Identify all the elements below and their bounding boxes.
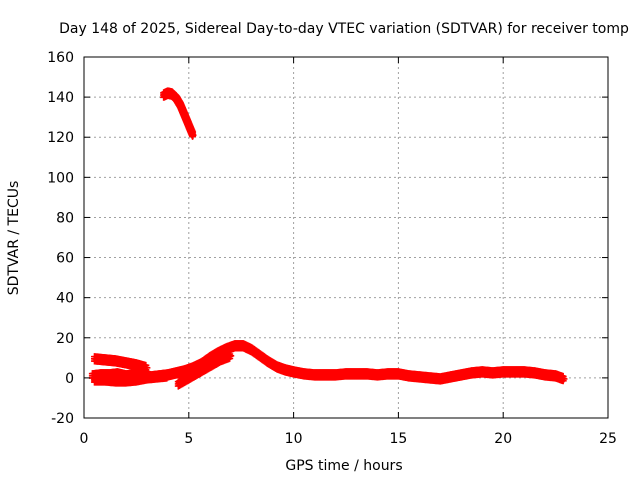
series-upper-early: [90, 353, 151, 374]
y-tick-label: 100: [47, 170, 74, 186]
y-axis-label: SDTVAR / TECUs: [6, 181, 22, 296]
chart-title: Day 148 of 2025, Sidereal Day-to-day VTE…: [59, 21, 629, 37]
x-tick-label: 15: [389, 431, 407, 447]
y-tick-label: 80: [56, 210, 74, 226]
data-point: [143, 364, 151, 372]
x-tick-label: 25: [599, 431, 617, 447]
series-lower-early: [90, 370, 172, 387]
x-tick-label: 0: [80, 431, 89, 447]
data-point: [189, 131, 197, 139]
x-tick-label: 20: [494, 431, 512, 447]
y-tick-label: 20: [56, 331, 74, 347]
y-tick-label: 120: [47, 130, 74, 146]
data-layer: [88, 87, 568, 390]
y-tick-label: 160: [47, 50, 74, 66]
y-tick-label: 40: [56, 291, 74, 307]
x-axis-label: GPS time / hours: [285, 458, 402, 474]
y-tick-label: 0: [65, 371, 74, 387]
series-rising-branch: [174, 350, 235, 390]
tick-layer: 0 5 10 15 20 25 -20 0 20 40 60 80 100 120 140 160: [47, 50, 617, 447]
series-high-arc: [160, 87, 197, 140]
y-tick-label: 60: [56, 251, 74, 267]
x-tick-label: 10: [285, 431, 303, 447]
data-point: [227, 352, 235, 360]
data-point: [560, 375, 568, 383]
data-point: [164, 372, 172, 380]
grid-layer: [84, 57, 608, 418]
plot-frame: [83, 56, 609, 419]
y-tick-label: 140: [47, 90, 74, 106]
y-tick-label: -20: [51, 411, 74, 427]
x-tick-label: 5: [184, 431, 193, 447]
